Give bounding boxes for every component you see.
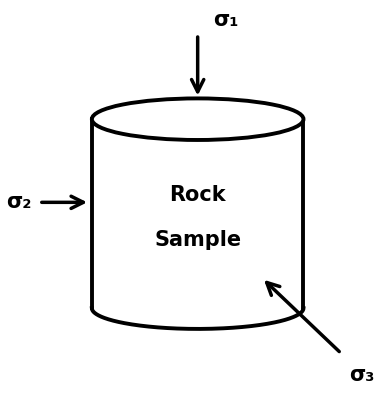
Ellipse shape — [92, 98, 303, 140]
Text: σ₃: σ₃ — [349, 365, 374, 385]
Text: Sample: Sample — [154, 230, 241, 250]
Polygon shape — [92, 119, 303, 308]
Text: Rock: Rock — [169, 185, 226, 205]
Text: σ₁: σ₁ — [213, 10, 238, 30]
Text: σ₂: σ₂ — [6, 192, 31, 212]
